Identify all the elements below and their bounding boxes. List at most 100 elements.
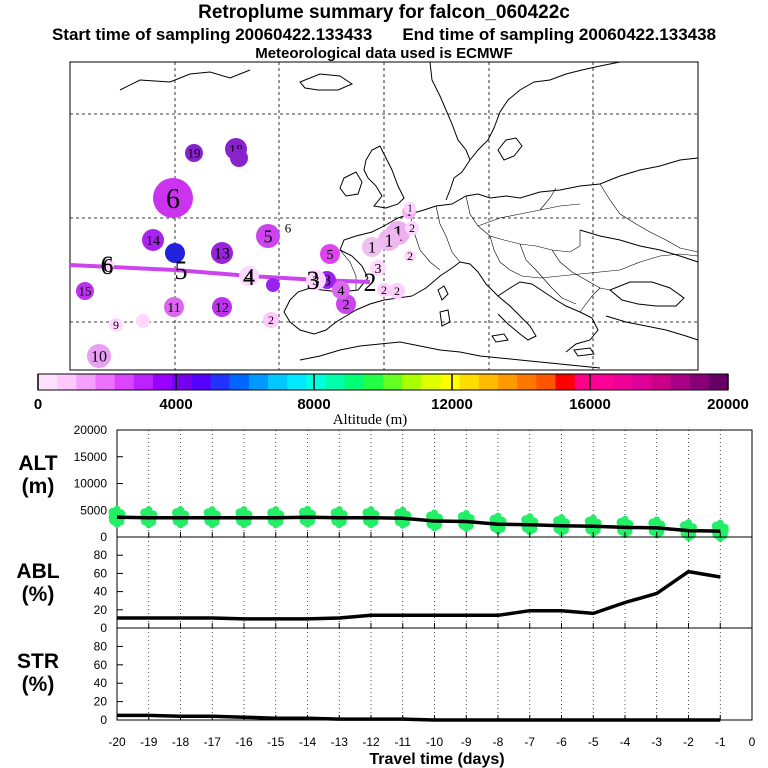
cluster-marker — [306, 270, 326, 290]
colorbar-swatch — [287, 374, 307, 390]
cluster-label: 12 — [215, 301, 229, 316]
colorbar-swatch — [210, 374, 231, 390]
cluster-label: 4 — [338, 284, 345, 299]
y-tick-label: 40 — [94, 676, 108, 690]
y-tick-label: 0 — [100, 713, 107, 727]
x-tick-label: -8 — [493, 735, 504, 749]
altitude-spread-marker — [558, 514, 565, 522]
altitude-spread-marker — [462, 509, 470, 517]
x-tick-label: -9 — [461, 735, 472, 749]
y-tick-label: 20 — [94, 603, 108, 617]
cluster-point: 2 — [377, 283, 391, 297]
altitude-spread-marker — [399, 521, 407, 529]
cluster-label: 15 — [79, 284, 92, 299]
x-axis-label: Travel time (days) — [369, 751, 504, 768]
altitude-spread-marker — [272, 521, 280, 529]
colorbar-swatch — [229, 374, 250, 390]
x-tick-label: -3 — [651, 735, 662, 749]
centroid-day-label: 6 — [101, 251, 114, 280]
colorbar-swatch — [325, 374, 346, 390]
cluster-marker — [185, 144, 203, 162]
cluster-point — [165, 243, 185, 263]
x-tick-label: -12 — [362, 735, 380, 749]
altitude-spread-marker — [716, 534, 724, 542]
altitude-spread-marker — [431, 509, 438, 517]
altitude-spread-marker — [177, 521, 184, 529]
cluster-marker — [378, 229, 400, 251]
colorbar-swatch — [689, 374, 710, 390]
x-tick-label: -11 — [395, 735, 412, 749]
colorbar-swatch — [555, 374, 576, 390]
x-tick-label: -2 — [683, 735, 694, 749]
panel-frame — [116, 627, 753, 721]
cluster-point: 1 — [378, 229, 400, 251]
cluster-point: 2 — [405, 221, 419, 235]
colorbar-swatch — [593, 374, 614, 390]
colorbar-swatch — [708, 374, 729, 390]
colorbar-swatch — [574, 374, 595, 390]
cluster-marker — [165, 243, 185, 263]
cluster-point: 4 — [239, 266, 259, 286]
altitude-spread-marker — [653, 516, 661, 524]
panel-ylabel: ALT — [18, 452, 57, 475]
cluster-label: 9 — [113, 318, 119, 332]
cluster-point: 12 — [212, 297, 232, 317]
cluster-point: 10 — [87, 344, 111, 368]
y-tick-label: 20000 — [74, 423, 108, 437]
x-tick-label: -4 — [620, 735, 631, 749]
y-tick-label: 10000 — [74, 477, 108, 491]
x-tick-label: -15 — [267, 735, 285, 749]
y-tick-label: 60 — [94, 658, 108, 672]
altitude-spread-marker — [304, 520, 311, 528]
altitude-spread-marker — [272, 506, 280, 514]
cluster-label: 13 — [214, 246, 230, 263]
colorbar-swatch — [651, 374, 671, 390]
cluster-label: 1 — [368, 240, 376, 257]
colorbar-tick-label: 0 — [34, 396, 42, 413]
cluster-label: 1 — [385, 230, 394, 250]
x-tick-label: 0 — [749, 735, 756, 749]
cluster-label: 2 — [407, 249, 413, 263]
cluster-label: 1 — [408, 204, 413, 215]
x-tick-label: -7 — [524, 735, 535, 749]
colorbar-swatch — [536, 374, 556, 390]
x-tick-label: -1 — [715, 735, 726, 749]
cluster-label: 6 — [285, 221, 292, 236]
cluster-marker — [404, 250, 416, 262]
cluster-point — [266, 278, 280, 292]
cluster-marker — [142, 229, 164, 251]
cluster-marker — [136, 314, 150, 328]
colorbar-swatch — [191, 374, 211, 390]
cluster-marker — [239, 266, 259, 286]
cluster-point: 6 — [282, 221, 294, 236]
colorbar-swatch — [459, 374, 480, 390]
altitude-spread-marker — [685, 519, 692, 527]
panel-0: 0 5000 10000 15000 20000 ALT(m) — [18, 423, 753, 544]
colorbar-swatch — [268, 374, 288, 390]
altitude-spread-marker — [526, 513, 534, 521]
centroid-day-label: 4 — [243, 265, 255, 291]
y-tick-label: 60 — [94, 566, 108, 580]
y-tick-label: 20 — [94, 695, 108, 709]
panel-ylabel: ABL — [16, 560, 59, 583]
start-time-label: Start time of sampling 20060422.133433 — [51, 25, 373, 44]
cluster-label: 6 — [103, 255, 113, 277]
centroid-day-label: 2 — [364, 268, 377, 297]
cluster-points: 11111222222333445566691011121314151819 — [76, 138, 419, 368]
colorbar-swatch — [670, 374, 691, 390]
cluster-marker — [230, 149, 248, 167]
cluster-label: 4 — [245, 269, 253, 286]
altitude-spread-marker — [145, 506, 153, 514]
cluster-label: 10 — [91, 349, 107, 366]
colorbar-swatch — [172, 374, 192, 390]
altitude-spread-marker — [399, 506, 407, 514]
altitude-spread-marker — [494, 527, 502, 535]
x-tick-label: -20 — [108, 735, 126, 749]
x-tick-label: -13 — [331, 735, 349, 749]
colorbar-swatch — [517, 374, 537, 390]
x-tick-label: -16 — [235, 735, 253, 749]
colorbar-swatch — [421, 374, 441, 390]
panel-ylabel: (%) — [22, 583, 55, 606]
